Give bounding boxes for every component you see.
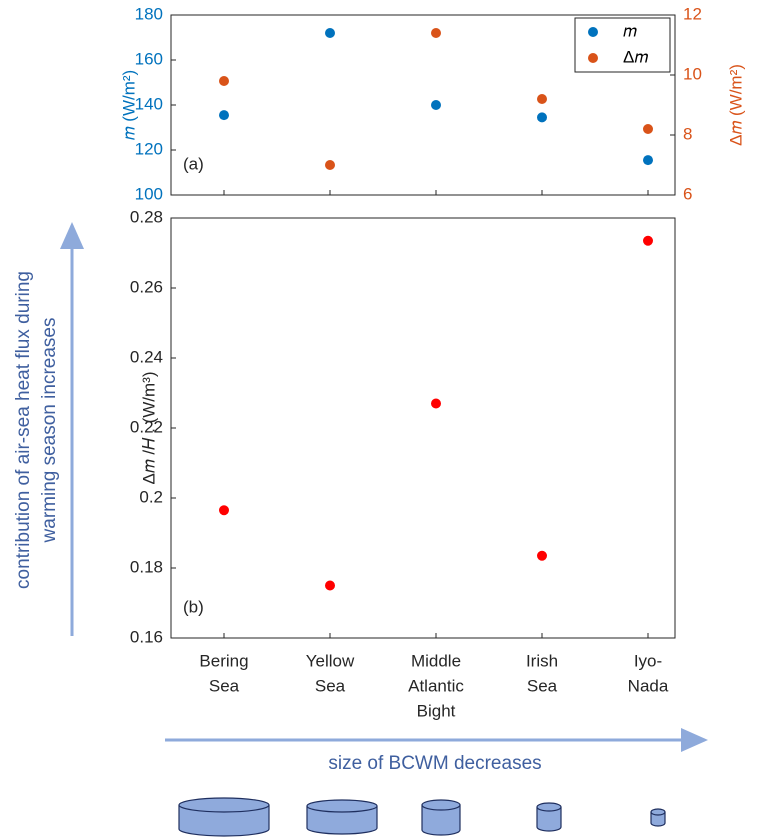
y-axis-label: Δ𝑚 /𝐻 . (W/m³) xyxy=(139,372,158,485)
point xyxy=(537,94,547,104)
x-tick-label: Iyo- xyxy=(634,651,662,670)
y-tick-label: 100 xyxy=(135,184,163,203)
legend-marker xyxy=(588,27,598,37)
y-tick-label: 0.16 xyxy=(130,627,163,646)
point xyxy=(325,580,335,591)
x-tick-label: Middle xyxy=(411,651,461,670)
panel-label: (a) xyxy=(183,154,204,173)
point xyxy=(643,155,653,166)
x-tick-label: Yellow xyxy=(306,651,355,670)
x-tick-label: Bering xyxy=(199,651,248,670)
point xyxy=(643,235,653,246)
point xyxy=(219,505,229,516)
y-tick-label: 0.2 xyxy=(139,487,163,506)
point xyxy=(431,28,441,38)
y-tick-label: 0.26 xyxy=(130,277,163,296)
y2-tick-label: 6 xyxy=(683,184,692,203)
x-tick-label: Sea xyxy=(209,676,240,695)
x-tick-label: Atlantic xyxy=(408,676,464,695)
point xyxy=(325,160,335,170)
x-tick-label: Nada xyxy=(628,676,669,695)
annotation: contribution of air-sea heat flux during xyxy=(13,271,34,589)
point xyxy=(431,100,441,110)
legend-label: Δ𝑚 xyxy=(623,47,648,66)
annotation: size of BCWM decreases xyxy=(328,753,541,774)
legend-box xyxy=(574,17,671,73)
y-tick-label: 0.28 xyxy=(130,207,163,226)
point xyxy=(325,28,335,38)
legend-label: 𝑚 xyxy=(623,21,637,40)
y-tick-label: 120 xyxy=(135,139,163,158)
point xyxy=(643,124,653,134)
cylinders xyxy=(178,797,666,837)
y2-tick-label: 8 xyxy=(683,124,692,143)
x-tick-label: Irish xyxy=(526,651,558,670)
x-tick-label: Bight xyxy=(417,701,456,720)
y-tick-label: 0.22 xyxy=(130,417,163,436)
point xyxy=(219,110,229,121)
point xyxy=(219,76,229,86)
y-axis-label: 𝑚 (W/m²) xyxy=(119,70,138,140)
y2-tick-label: 10 xyxy=(683,64,702,83)
y-tick-label: 180 xyxy=(135,4,163,23)
plot-area xyxy=(170,217,676,639)
point xyxy=(537,112,547,123)
point xyxy=(431,398,441,409)
legend-marker xyxy=(588,53,598,63)
y2-axis-label: Δ𝑚 (W/m²) xyxy=(726,64,745,146)
y2-tick-label: 12 xyxy=(683,4,702,23)
point xyxy=(537,550,547,561)
annotation: warming season increases xyxy=(39,318,60,544)
panel-label: (b) xyxy=(183,597,204,616)
y-tick-label: 140 xyxy=(135,94,163,113)
y-tick-label: 0.24 xyxy=(130,347,163,366)
x-tick-label: Sea xyxy=(527,676,558,695)
y-tick-label: 0.18 xyxy=(130,557,163,576)
x-tick-label: Sea xyxy=(315,676,346,695)
y-tick-label: 160 xyxy=(135,49,163,68)
